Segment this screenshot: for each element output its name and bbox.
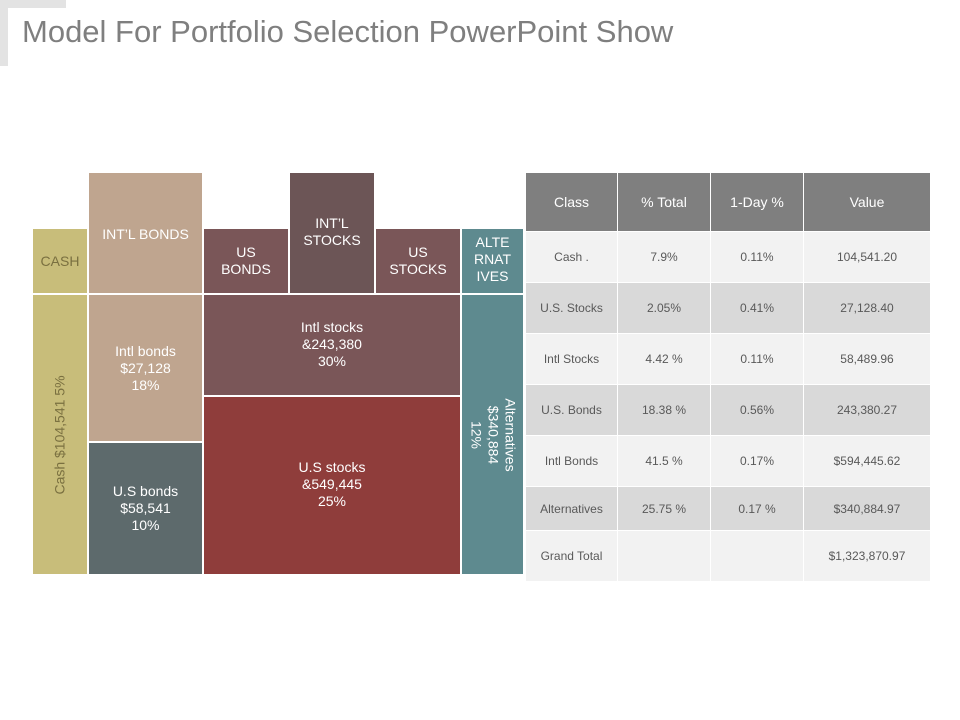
table-row: Cash . 7.9% 0.11% 104,541.20 xyxy=(525,231,931,283)
cash-header-label: CASH xyxy=(40,252,80,269)
intl-bonds-value-block: Intl bonds $27,128 18% xyxy=(88,294,203,442)
table-cell: 0.17 % xyxy=(710,486,804,531)
table-cell: 0.11% xyxy=(710,231,804,283)
table-cell: 243,380.27 xyxy=(803,384,931,436)
table-cell: Intl Bonds xyxy=(525,435,618,487)
table-row-grand-total: Grand Total $1,323,870.97 xyxy=(525,530,931,582)
table-cell: Intl Stocks xyxy=(525,333,618,385)
intl-bonds-header-label: INT’L BONDS xyxy=(102,226,189,242)
corner-decoration-vertical xyxy=(0,0,8,66)
table-cell: $594,445.62 xyxy=(803,435,931,487)
us-bonds-value-label: U.S bonds $58,541 10% xyxy=(112,483,179,533)
table-cell: $340,884.97 xyxy=(803,486,931,531)
table-cell: 0.56% xyxy=(710,384,804,436)
us-bonds-header-block: US BONDS xyxy=(203,228,289,294)
table-cell: Cash . xyxy=(525,231,618,283)
alternatives-header-block: ALTE RNAT IVES xyxy=(461,228,524,294)
intl-bonds-header-block: INT’L BONDS xyxy=(88,172,203,294)
table-cell: 18.38 % xyxy=(617,384,711,436)
table-cell: 0.11% xyxy=(710,333,804,385)
table-header-row: Class % Total 1-Day % Value xyxy=(525,172,931,232)
table-cell: 7.9% xyxy=(617,231,711,283)
table-cell: Grand Total xyxy=(525,530,618,582)
table-row: U.S. Stocks 2.05% 0.41% 27,128.40 xyxy=(525,282,931,334)
table-row: U.S. Bonds 18.38 % 0.56% 243,380.27 xyxy=(525,384,931,436)
intl-stocks-value-block: Intl stocks &243,380 30% xyxy=(203,294,461,396)
table-cell: 25.75 % xyxy=(617,486,711,531)
table-cell: U.S. Stocks xyxy=(525,282,618,334)
intl-stocks-header-block: INT’L STOCKS xyxy=(289,172,375,294)
page-title: Model For Portfolio Selection PowerPoint… xyxy=(22,14,674,49)
alternatives-value-block: Alternatives $340,884 12% xyxy=(461,294,524,575)
table-cell: 41.5 % xyxy=(617,435,711,487)
table-cell: 0.17% xyxy=(710,435,804,487)
us-bonds-header-label: US BONDS xyxy=(221,244,271,277)
us-stocks-header-label: US STOCKS xyxy=(389,244,447,277)
us-stocks-header-block: US STOCKS xyxy=(375,228,461,294)
column-header-percent-total: % Total xyxy=(617,172,711,232)
table-cell xyxy=(617,530,711,582)
corner-decoration xyxy=(0,0,66,8)
table-cell: 4.42 % xyxy=(617,333,711,385)
table-cell: 2.05% xyxy=(617,282,711,334)
column-header-one-day: 1-Day % xyxy=(710,172,804,232)
table-row: Intl Stocks 4.42 % 0.11% 58,489.96 xyxy=(525,333,931,385)
cash-value-block: Cash $104,541 5% xyxy=(32,294,88,575)
alternatives-value-label: Alternatives $340,884 12% xyxy=(468,397,518,472)
alternatives-header-label: ALTE RNAT IVES xyxy=(473,234,512,284)
intl-stocks-header-label: INT’L STOCKS xyxy=(303,215,361,248)
intl-bonds-value-label: Intl bonds $27,128 18% xyxy=(115,343,176,393)
table-cell: 58,489.96 xyxy=(803,333,931,385)
table-cell: 104,541.20 xyxy=(803,231,931,283)
table-row: Intl Bonds 41.5 % 0.17% $594,445.62 xyxy=(525,435,931,487)
table-cell: 27,128.40 xyxy=(803,282,931,334)
cash-value-label: Cash $104,541 5% xyxy=(51,374,68,495)
column-header-class: Class xyxy=(525,172,618,232)
portfolio-table: Class % Total 1-Day % Value Cash . 7.9% … xyxy=(525,172,931,582)
us-bonds-value-block: U.S bonds $58,541 10% xyxy=(88,442,203,575)
table-cell: Alternatives xyxy=(525,486,618,531)
us-stocks-value-block: U.S stocks &549,445 25% xyxy=(203,396,461,575)
table-row: Alternatives 25.75 % 0.17 % $340,884.97 xyxy=(525,486,931,531)
table-cell: U.S. Bonds xyxy=(525,384,618,436)
cash-header-block: CASH xyxy=(32,228,88,294)
intl-stocks-value-label: Intl stocks &243,380 30% xyxy=(300,319,364,369)
table-cell: 0.41% xyxy=(710,282,804,334)
column-header-value: Value xyxy=(803,172,931,232)
table-cell: $1,323,870.97 xyxy=(803,530,931,582)
us-stocks-value-label: U.S stocks &549,445 25% xyxy=(298,459,366,509)
table-cell xyxy=(710,530,804,582)
